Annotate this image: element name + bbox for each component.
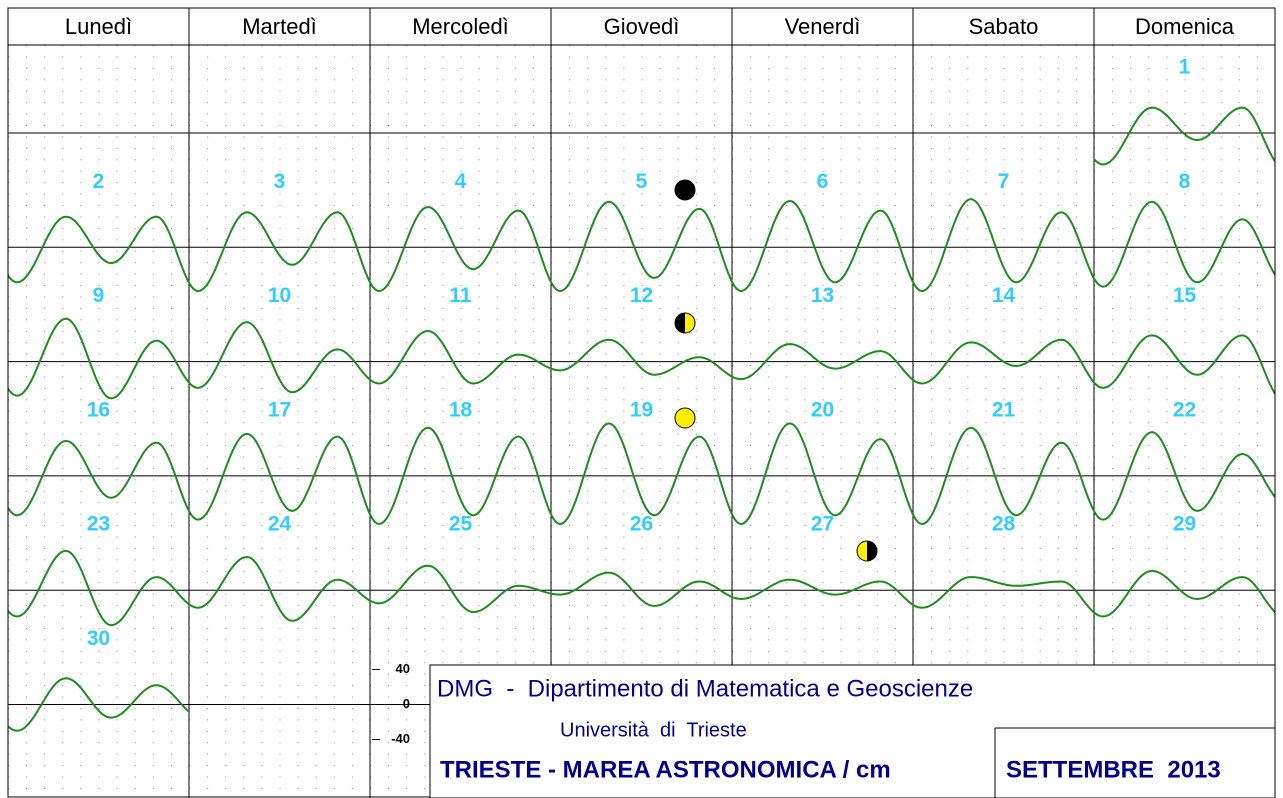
scale-label: -40 (391, 731, 410, 746)
scale-label: 40 (396, 661, 410, 676)
day-number: 10 (268, 284, 291, 307)
day-number: 26 (630, 513, 653, 536)
day-number: 17 (268, 398, 291, 421)
tide-curve (8, 198, 1275, 293)
day-number: 27 (811, 513, 834, 536)
weekday: Mercoledì (412, 14, 509, 39)
tide-curve (8, 317, 1275, 400)
day-number: 2 (93, 170, 105, 193)
weekday: Sabato (969, 14, 1039, 39)
weekday: Venerdì (785, 14, 861, 39)
day-number: 18 (449, 398, 473, 421)
weekday: Giovedì (604, 14, 680, 39)
weekday: Lunedì (65, 14, 132, 39)
day-number: 16 (87, 398, 110, 421)
day-number: 29 (1173, 513, 1196, 536)
day-number: 24 (268, 513, 292, 536)
day-number: 7 (998, 170, 1010, 193)
day-number: 9 (93, 284, 105, 307)
moon-full (674, 407, 696, 429)
day-number: 4 (455, 170, 467, 193)
moon-new (674, 179, 696, 201)
weekday: Martedì (242, 14, 317, 39)
title: TRIESTE - MAREA ASTRONOMICA / cm (440, 756, 891, 783)
day-number: 14 (992, 284, 1016, 307)
day-number: 28 (992, 513, 1016, 536)
day-number: 20 (811, 398, 834, 421)
tide-curve (8, 549, 1275, 627)
day-number: 6 (817, 170, 829, 193)
university: Università di Trieste (560, 719, 747, 741)
weekday: Domenica (1135, 14, 1235, 39)
day-number: 13 (811, 284, 834, 307)
month: SETTEMBRE 2013 (1006, 756, 1221, 783)
day-number: 11 (449, 284, 472, 307)
day-number: 21 (992, 398, 1016, 421)
day-number: 3 (274, 170, 286, 193)
day-number: 1 (1179, 56, 1191, 79)
day-number: 8 (1179, 170, 1191, 193)
day-number: 22 (1173, 398, 1196, 421)
moon-first-quarter (674, 312, 696, 334)
day-number: 12 (630, 284, 653, 307)
day-number: 19 (630, 398, 653, 421)
day-number: 5 (636, 170, 648, 193)
day-number: 25 (449, 513, 473, 536)
footer-box (429, 664, 1276, 798)
institute: DMG - Dipartimento di Matematica e Geosc… (437, 675, 973, 702)
tide-curve (8, 422, 1275, 526)
tide-curve (1094, 106, 1275, 166)
day-number: 23 (87, 513, 110, 536)
day-number: 30 (87, 627, 110, 650)
moon-last-quarter (856, 540, 878, 562)
day-number: 15 (1173, 284, 1197, 307)
tide-curve (8, 677, 189, 732)
scale-label: 0 (403, 696, 410, 711)
